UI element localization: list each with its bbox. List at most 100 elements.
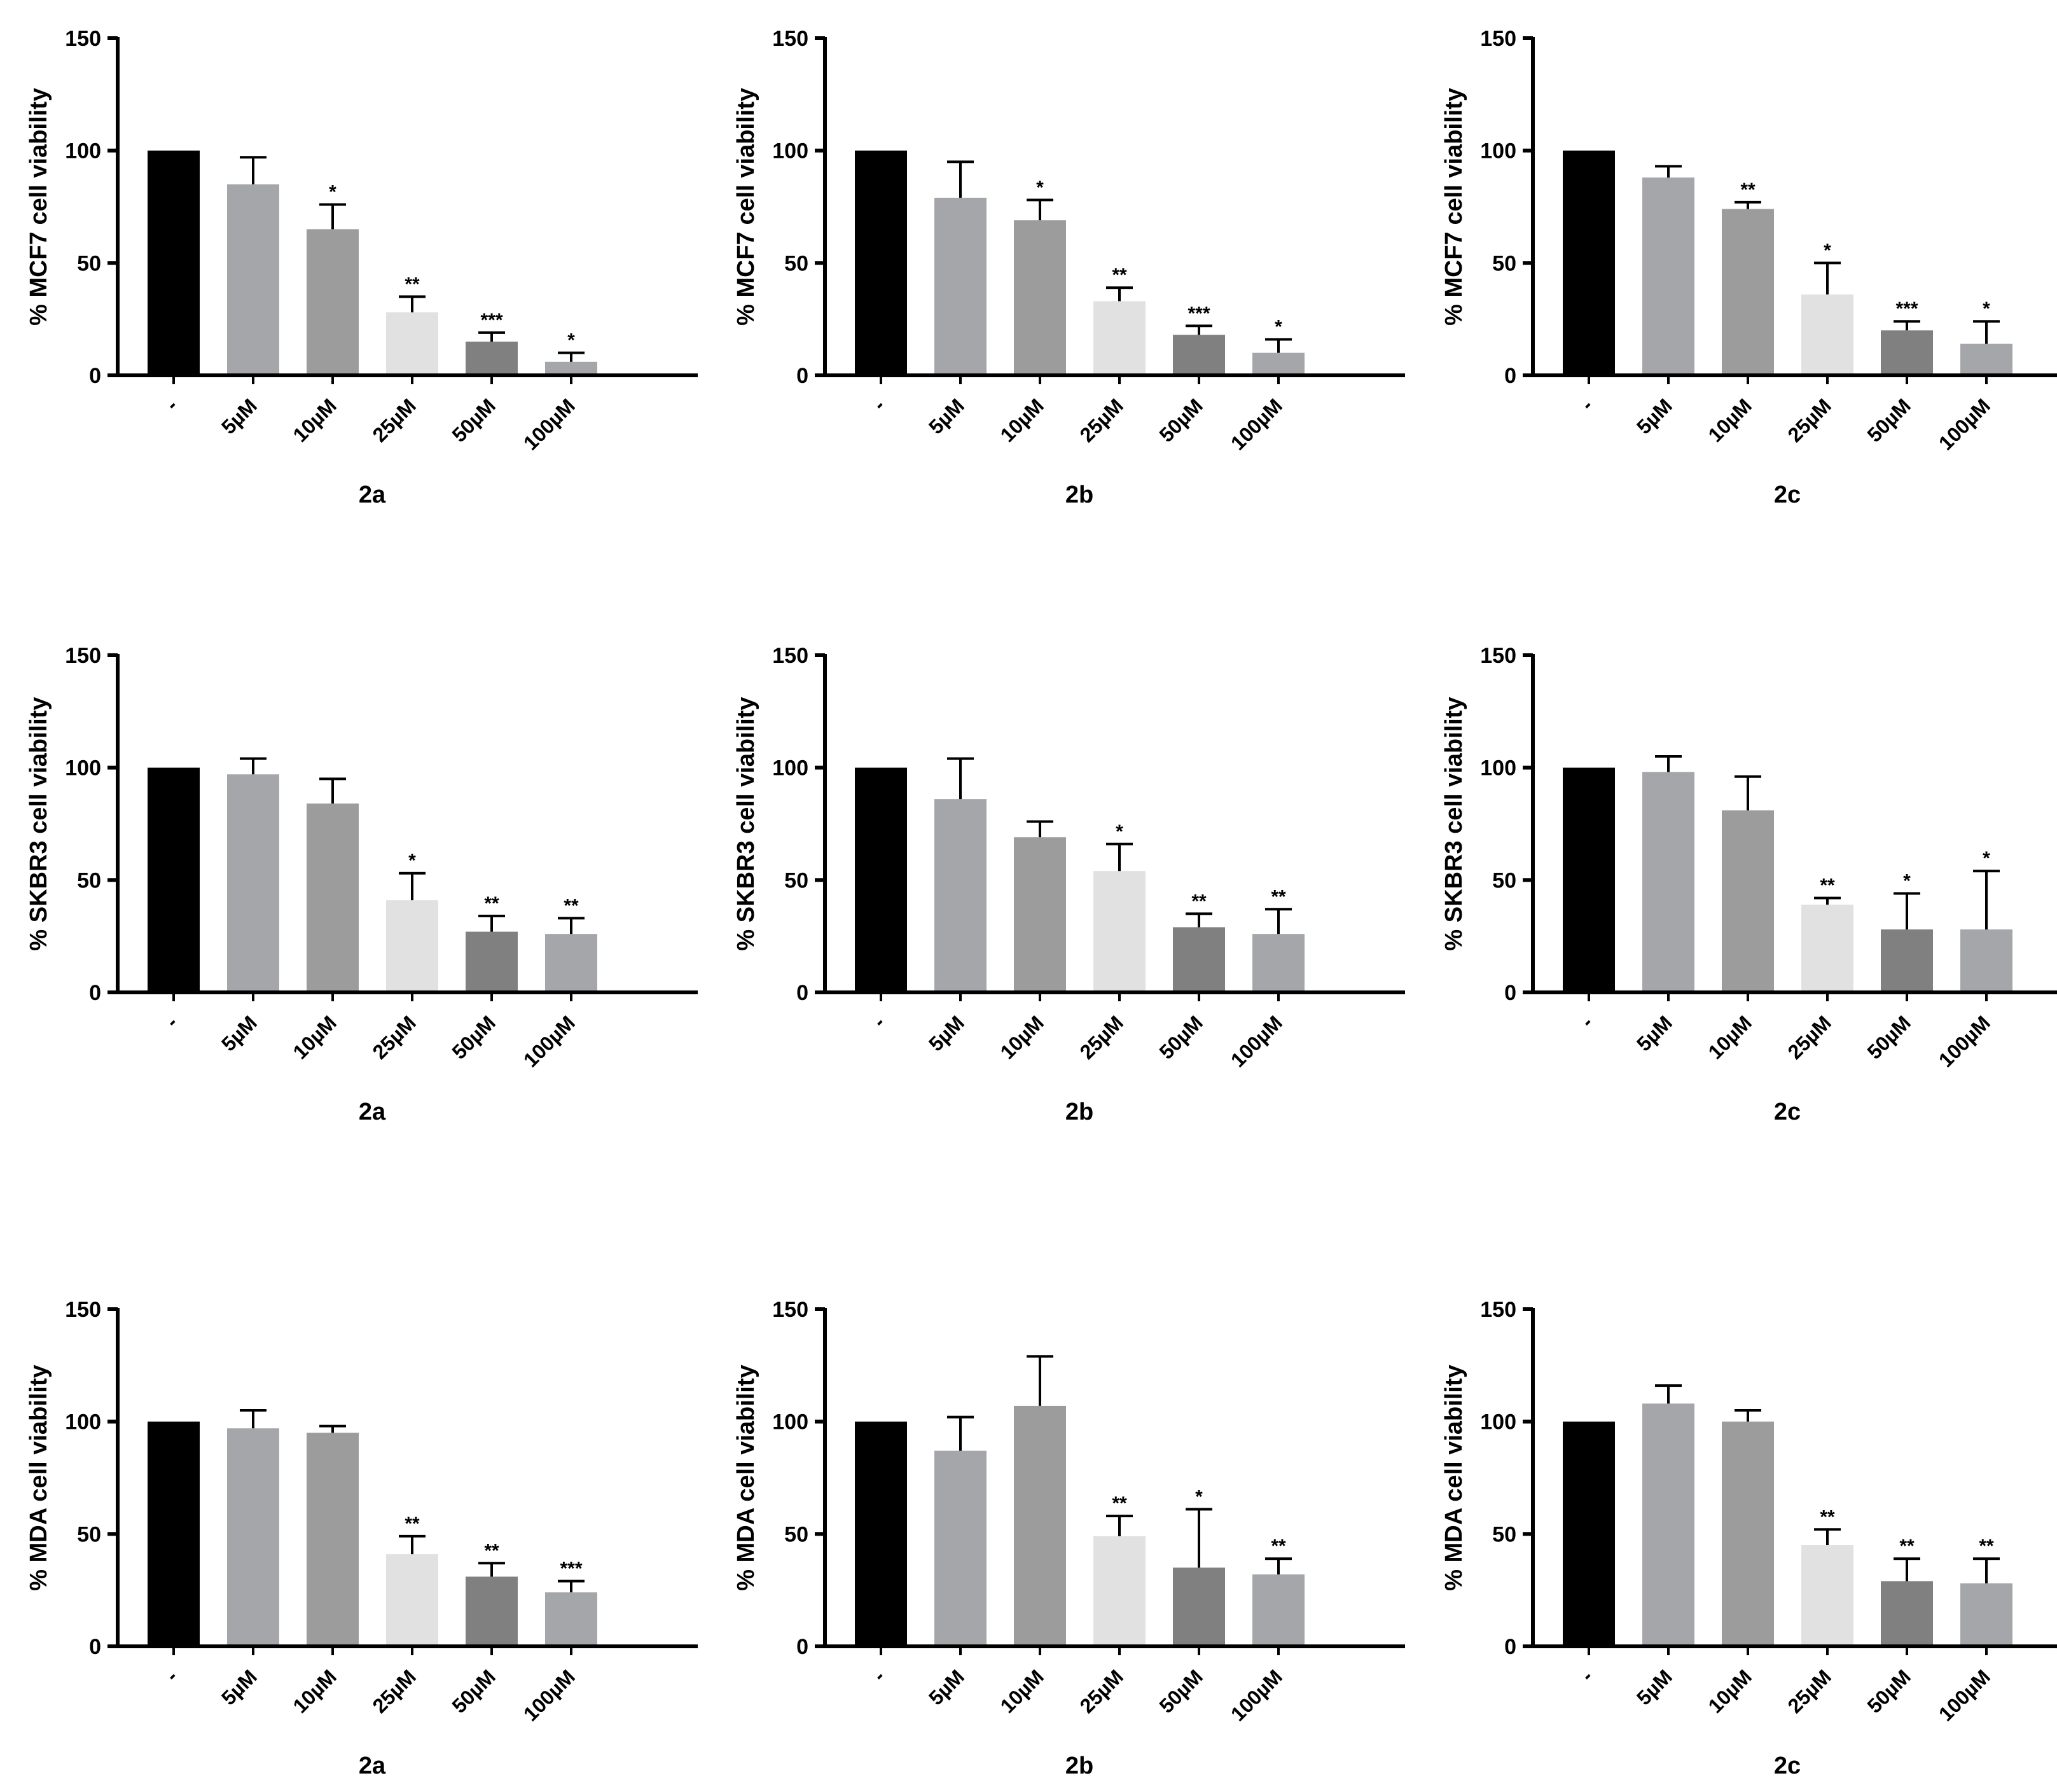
significance-label: ** xyxy=(1191,891,1207,912)
y-axis-label: % MCF7 cell viability xyxy=(1441,88,1467,326)
bar-4 xyxy=(1801,1545,1853,1646)
bar-6 xyxy=(1252,934,1305,992)
x-tick-label: 5µM xyxy=(924,394,969,438)
bar-2 xyxy=(934,197,987,375)
x-tick-label: 100µM xyxy=(1226,1011,1287,1071)
y-axis-label: % MDA cell viability xyxy=(1441,1365,1467,1590)
y-axis-label: % SKBR3 cell viability xyxy=(1441,697,1467,950)
bar-1 xyxy=(148,767,200,992)
bar-3 xyxy=(1014,220,1066,375)
bar-4 xyxy=(1093,871,1146,992)
bar-3 xyxy=(307,1433,359,1646)
y-tick-label: 100 xyxy=(772,139,808,163)
y-tick-label: 0 xyxy=(89,1635,101,1659)
significance-label: *** xyxy=(560,1559,582,1580)
bar-1 xyxy=(855,150,907,375)
chart-panel-4: - 5µM 10µM * 25µM ** 50µM ** 100µM 0 50 100 150 % SKB… xyxy=(25,644,698,1125)
x-axis-label: 2b xyxy=(1065,482,1093,508)
y-tick-label: 50 xyxy=(784,1522,808,1546)
significance-label: ** xyxy=(1271,886,1286,907)
y-tick-label: 100 xyxy=(1480,1410,1516,1434)
x-tick-label: 10µM xyxy=(1703,1011,1756,1064)
y-tick-label: 0 xyxy=(1504,1635,1516,1659)
x-axis-label: 2b xyxy=(1065,1099,1093,1125)
x-tick-label: - xyxy=(1576,1011,1597,1032)
x-tick-label: 25µM xyxy=(1075,1665,1128,1718)
y-axis-label: % MCF7 cell viability xyxy=(25,88,52,326)
x-tick-label: 50µM xyxy=(1862,1665,1915,1718)
y-tick-label: 100 xyxy=(65,139,101,163)
bar-2 xyxy=(1642,772,1694,992)
x-tick-label: 100µM xyxy=(1226,394,1287,454)
bar-2 xyxy=(227,774,279,992)
x-tick-label: 100µM xyxy=(1226,1665,1287,1725)
significance-label: * xyxy=(1116,821,1123,842)
x-tick-label: - xyxy=(161,394,182,415)
y-tick-label: 150 xyxy=(1480,27,1516,51)
significance-label: *** xyxy=(1895,298,1918,319)
y-tick-label: 50 xyxy=(1492,868,1516,893)
y-tick-label: 100 xyxy=(65,1410,101,1434)
significance-label: * xyxy=(1983,298,1990,319)
significance-label: *** xyxy=(480,310,502,331)
significance-label: ** xyxy=(1820,875,1835,896)
x-tick-label: 10µM xyxy=(1703,1665,1756,1718)
x-tick-label: 5µM xyxy=(217,394,261,438)
bar-3 xyxy=(1014,1405,1066,1646)
bar-1 xyxy=(1563,1421,1615,1646)
y-tick-label: 50 xyxy=(1492,1522,1516,1546)
bar-2 xyxy=(1642,177,1694,375)
x-tick-label: 5µM xyxy=(1632,1011,1677,1055)
significance-label: * xyxy=(1824,240,1831,261)
x-tick-label: 5µM xyxy=(1632,1665,1677,1709)
chart-panel-8: - 5µM 10µM ** 25µM * 50µM ** 100µM 0 50 100 150 % MDA… xyxy=(733,1298,1405,1779)
y-tick-label: 50 xyxy=(77,868,101,893)
significance-label: *** xyxy=(1188,303,1210,324)
significance-label: * xyxy=(1195,1486,1203,1507)
y-tick-label: 0 xyxy=(1504,364,1516,388)
x-tick-label: 100µM xyxy=(1934,1665,1995,1725)
y-tick-label: 50 xyxy=(1492,251,1516,275)
y-tick-label: 150 xyxy=(772,644,808,668)
significance-label: ** xyxy=(1271,1536,1286,1557)
bar-5 xyxy=(466,1576,518,1646)
chart-panel-5: - 5µM 10µM * 25µM ** 50µM ** 100µM 0 50 100 150 % SKB… xyxy=(733,644,1405,1125)
significance-label: * xyxy=(408,851,416,872)
chart-panel-3: - 5µM ** 10µM * 25µM *** 50µM * 100µM 0 50 100 150 % M… xyxy=(1441,27,2057,508)
x-tick-label: - xyxy=(868,1665,889,1686)
bar-1 xyxy=(855,1421,907,1646)
x-tick-label: 25µM xyxy=(1075,1011,1128,1064)
x-tick-label: 5µM xyxy=(924,1665,969,1709)
x-tick-label: 100µM xyxy=(1934,1011,1995,1071)
x-tick-label: 50µM xyxy=(1154,1665,1207,1718)
bar-4 xyxy=(386,1554,438,1646)
y-tick-label: 150 xyxy=(65,1298,101,1322)
chart-panel-2: - 5µM * 10µM ** 25µM *** 50µM * 100µM 0 50 100 150 % M… xyxy=(733,27,1405,508)
x-axis-label: 2c xyxy=(1774,482,1801,508)
x-tick-label: 10µM xyxy=(995,394,1048,447)
x-tick-label: - xyxy=(161,1011,182,1032)
y-axis-label: % MCF7 cell viability xyxy=(733,88,759,326)
significance-label: * xyxy=(1036,177,1044,198)
significance-label: ** xyxy=(405,274,420,295)
y-tick-label: 50 xyxy=(77,1522,101,1546)
x-tick-label: 10µM xyxy=(1703,394,1756,447)
significance-label: ** xyxy=(1112,265,1127,286)
significance-label: ** xyxy=(1899,1536,1915,1557)
significance-label: * xyxy=(1983,848,1990,869)
significance-label: ** xyxy=(484,893,499,914)
bar-2 xyxy=(1642,1403,1694,1646)
bar-3 xyxy=(1722,209,1774,375)
significance-label: ** xyxy=(1740,179,1756,200)
x-tick-label: 25µM xyxy=(368,1011,420,1064)
significance-label: ** xyxy=(1820,1506,1835,1527)
x-tick-label: 10µM xyxy=(995,1011,1048,1064)
bar-4 xyxy=(1093,301,1146,375)
bar-2 xyxy=(934,799,987,992)
x-tick-label: 25µM xyxy=(1783,1011,1836,1064)
y-tick-label: 50 xyxy=(77,251,101,275)
y-tick-label: 50 xyxy=(784,868,808,893)
bar-2 xyxy=(934,1450,987,1646)
x-axis-label: 2c xyxy=(1774,1753,1801,1779)
